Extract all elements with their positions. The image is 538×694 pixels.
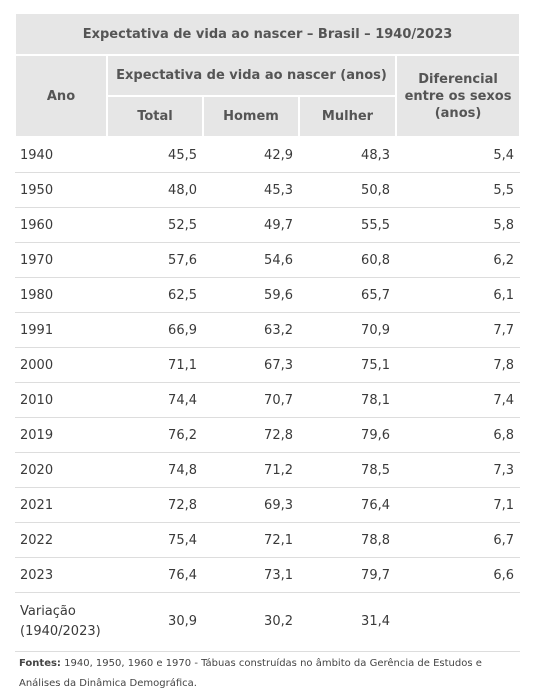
table-row: 1960 52,5 49,7 55,5 5,8: [15, 207, 521, 243]
table-row: 1970 57,6 54,6 60,8 6,2: [15, 242, 521, 278]
cell-mulher: 78,1: [299, 382, 396, 418]
cell-ano: 1970: [15, 242, 107, 278]
cell-homem: 69,3: [203, 487, 299, 523]
cell-ano: 2000: [15, 347, 107, 383]
cell-mulher: 75,1: [299, 347, 396, 383]
table-row: 1980 62,5 59,6 65,7 6,1: [15, 277, 521, 313]
cell-ano: 1960: [15, 207, 107, 243]
cell-diferencial: 5,4: [396, 137, 521, 173]
cell-homem: 54,6: [203, 242, 299, 278]
table-title: Expectativa de vida ao nascer – Brasil –…: [13, 12, 522, 56]
cell-total: 62,5: [107, 277, 203, 313]
cell-diferencial: 6,6: [396, 557, 521, 593]
cell-diferencial: 7,3: [396, 452, 521, 488]
header-total: Total: [106, 95, 204, 138]
cell-ano: 2019: [15, 417, 107, 453]
table-row: 1991 66,9 63,2 70,9 7,7: [15, 312, 521, 348]
table-row: 2019 76,2 72,8 79,6 6,8: [15, 417, 521, 453]
cell-diferencial: 6,8: [396, 417, 521, 453]
cell-diferencial: 7,1: [396, 487, 521, 523]
cell-homem: 59,6: [203, 277, 299, 313]
cell-homem: 72,1: [203, 522, 299, 558]
cell-ano: 1980: [15, 277, 107, 313]
cell-total: 48,0: [107, 172, 203, 208]
cell-homem: 45,3: [203, 172, 299, 208]
cell-mulher: 65,7: [299, 277, 396, 313]
cell-mulher: 76,4: [299, 487, 396, 523]
cell-total: 74,8: [107, 452, 203, 488]
cell-ano: 2021: [15, 487, 107, 523]
cell-ano: 1991: [15, 312, 107, 348]
cell-ano: 2020: [15, 452, 107, 488]
cell-mulher: 60,8: [299, 242, 396, 278]
cell-diferencial: 5,8: [396, 207, 521, 243]
cell-homem: 67,3: [203, 347, 299, 383]
cell-mulher: 50,8: [299, 172, 396, 208]
cell-total: 45,5: [107, 137, 203, 173]
cell-total: 75,4: [107, 522, 203, 558]
cell-diferencial: 7,8: [396, 347, 521, 383]
cell-mulher: 55,5: [299, 207, 396, 243]
cell-total: 74,4: [107, 382, 203, 418]
cell-total: 66,9: [107, 312, 203, 348]
source-label: Fontes:: [19, 658, 61, 669]
header-homem: Homem: [202, 95, 300, 138]
cell-total: 52,5: [107, 207, 203, 243]
cell-mulher: 70,9: [299, 312, 396, 348]
header-group-expectativa: Expectativa de vida ao nascer (anos): [106, 54, 397, 97]
cell-ano: 1950: [15, 172, 107, 208]
cell-total: 71,1: [107, 347, 203, 383]
cell-total: 76,4: [107, 557, 203, 593]
table-row: 1950 48,0 45,3 50,8 5,5: [15, 172, 521, 208]
cell-diferencial: 6,7: [396, 522, 521, 558]
cell-mulher: 79,6: [299, 417, 396, 453]
cell-variacao-homem: 30,2: [203, 592, 299, 652]
cell-diferencial: 6,2: [396, 242, 521, 278]
table-body: 1940 45,5 42,9 48,3 5,4 1950 48,0 45,3 5…: [15, 137, 521, 652]
cell-homem: 70,7: [203, 382, 299, 418]
cell-variacao-label: Variação (1940/2023): [15, 592, 107, 652]
table-row: 2020 74,8 71,2 78,5 7,3: [15, 452, 521, 488]
cell-mulher: 79,7: [299, 557, 396, 593]
cell-ano: 2010: [15, 382, 107, 418]
life-expectancy-table: Expectativa de vida ao nascer – Brasil –…: [13, 12, 522, 652]
table-row: 2023 76,4 73,1 79,7 6,6: [15, 557, 521, 593]
cell-mulher: 78,8: [299, 522, 396, 558]
cell-diferencial: 5,5: [396, 172, 521, 208]
cell-diferencial: 7,7: [396, 312, 521, 348]
cell-variacao-mulher: 31,4: [299, 592, 396, 652]
table-row: 2010 74,4 70,7 78,1 7,4: [15, 382, 521, 418]
variation-row: Variação (1940/2023) 30,9 30,2 31,4: [15, 592, 521, 652]
source-note: Fontes: 1940, 1950, 1960 e 1970 - Tábuas…: [19, 654, 524, 694]
header-mulher: Mulher: [298, 95, 397, 138]
cell-ano: 2023: [15, 557, 107, 593]
cell-variacao-total: 30,9: [107, 592, 203, 652]
cell-homem: 71,2: [203, 452, 299, 488]
cell-diferencial: 6,1: [396, 277, 521, 313]
cell-homem: 73,1: [203, 557, 299, 593]
cell-homem: 49,7: [203, 207, 299, 243]
table-row: 2022 75,4 72,1 78,8 6,7: [15, 522, 521, 558]
cell-total: 76,2: [107, 417, 203, 453]
table-row: 1940 45,5 42,9 48,3 5,4: [15, 137, 521, 173]
cell-total: 72,8: [107, 487, 203, 523]
header-ano: Ano: [14, 54, 108, 138]
cell-diferencial: 7,4: [396, 382, 521, 418]
cell-homem: 42,9: [203, 137, 299, 173]
cell-total: 57,6: [107, 242, 203, 278]
cell-homem: 72,8: [203, 417, 299, 453]
table-row: 2000 71,1 67,3 75,1 7,8: [15, 347, 521, 383]
cell-mulher: 48,3: [299, 137, 396, 173]
cell-variacao-diferencial: [396, 592, 521, 652]
table-row: 2021 72,8 69,3 76,4 7,1: [15, 487, 521, 523]
cell-mulher: 78,5: [299, 452, 396, 488]
source-text: 1940, 1950, 1960 e 1970 - Tábuas constru…: [19, 658, 482, 689]
header-diferencial: Diferencial entre os sexos (anos): [394, 54, 522, 138]
cell-ano: 2022: [15, 522, 107, 558]
cell-homem: 63,2: [203, 312, 299, 348]
cell-ano: 1940: [15, 137, 107, 173]
